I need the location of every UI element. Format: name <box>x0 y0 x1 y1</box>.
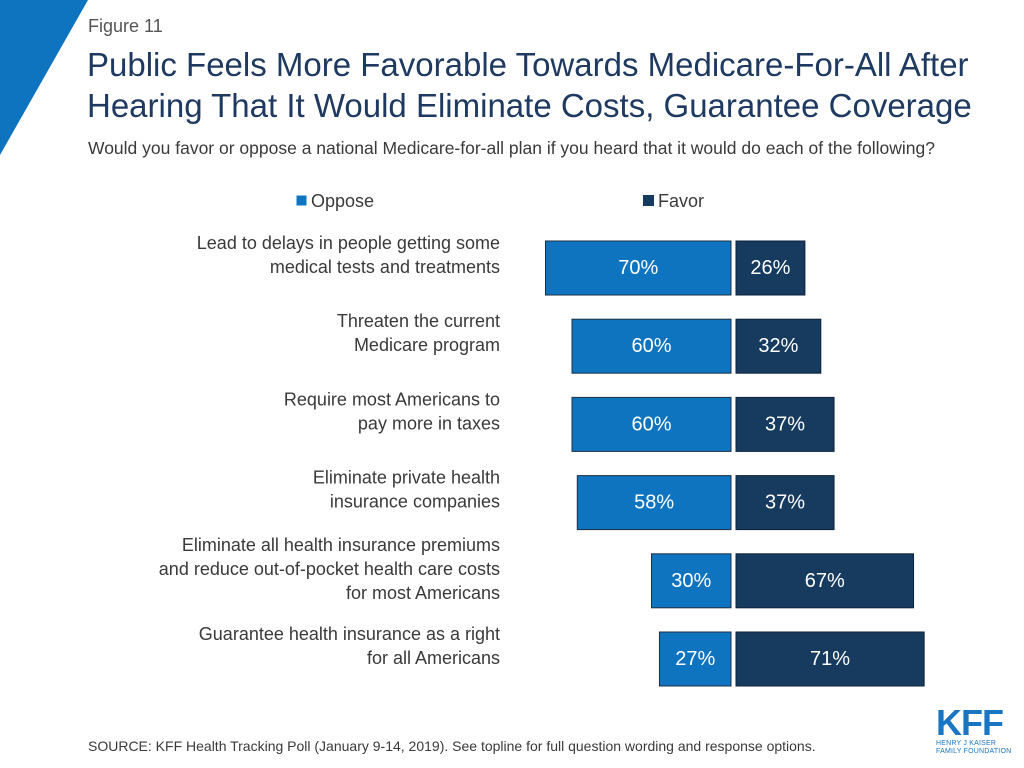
category-label: and reduce out-of-pocket health care cos… <box>159 559 500 579</box>
data-label-oppose: 58% <box>634 492 674 514</box>
bar-favor <box>735 475 835 531</box>
bar-oppose <box>545 240 732 296</box>
bar-oppose <box>658 631 732 687</box>
corner-accent-stripe <box>0 0 88 155</box>
data-label-favor: 26% <box>750 257 790 279</box>
data-label-favor: 71% <box>810 648 850 670</box>
data-label-favor: 37% <box>765 413 805 435</box>
bar-oppose <box>571 396 732 452</box>
category-label: Require most Americans to <box>284 389 500 409</box>
bar-oppose <box>571 318 732 374</box>
bar-favor <box>735 396 835 452</box>
category-label: for all Americans <box>367 648 500 668</box>
category-label: pay more in taxes <box>358 413 500 433</box>
category-label: Eliminate private health <box>313 468 500 488</box>
category-label: insurance companies <box>330 492 500 512</box>
data-label-oppose: 60% <box>631 335 671 357</box>
bar-favor <box>735 240 806 296</box>
source-note: SOURCE: KFF Health Tracking Poll (Januar… <box>88 738 816 754</box>
category-label: medical tests and treatments <box>270 257 500 277</box>
category-label: Eliminate all health insurance premiums <box>182 535 500 555</box>
kff-logo: KFF HENRY J KAISER FAMILY FOUNDATION <box>936 702 1012 760</box>
data-label-oppose: 70% <box>618 257 658 279</box>
legend-label-favor: Favor <box>658 191 704 211</box>
figure-label: Figure 11 <box>88 16 163 36</box>
category-label: Threaten the current <box>337 311 500 331</box>
bar-favor <box>735 631 925 687</box>
diverging-bar-chart: Oppose Favor Lead to delays in people gett… <box>159 191 925 687</box>
data-label-favor: 67% <box>805 570 845 592</box>
data-label-favor: 32% <box>758 335 798 357</box>
category-label: Guarantee health insurance as a right <box>199 624 500 644</box>
legend-swatch-oppose <box>295 194 308 207</box>
bar-oppose <box>651 553 732 609</box>
category-label: Medicare program <box>354 335 500 355</box>
chart-subtitle: Would you favor or oppose a national Med… <box>88 138 935 158</box>
kff-logo-subtitle: HENRY J KAISER FAMILY FOUNDATION <box>936 740 1012 756</box>
chart-title: Public Feels More Favorable Towards Medi… <box>87 46 972 124</box>
kff-logo-line2: FAMILY FOUNDATION <box>936 748 1012 755</box>
category-label: Lead to delays in people getting some <box>197 233 500 253</box>
bar-oppose <box>576 475 732 531</box>
bar-favor <box>735 553 915 609</box>
data-label-favor: 37% <box>765 492 805 514</box>
legend-label-oppose: Oppose <box>311 191 374 211</box>
category-label: for most Americans <box>346 583 500 603</box>
kff-logo-line1: HENRY J KAISER <box>936 740 997 747</box>
data-label-oppose: 27% <box>675 648 715 670</box>
data-label-oppose: 30% <box>671 570 711 592</box>
legend-swatch-favor <box>643 195 654 206</box>
kff-logo-mark: KFF <box>936 702 1004 743</box>
data-label-oppose: 60% <box>631 413 671 435</box>
bar-favor <box>735 318 822 374</box>
